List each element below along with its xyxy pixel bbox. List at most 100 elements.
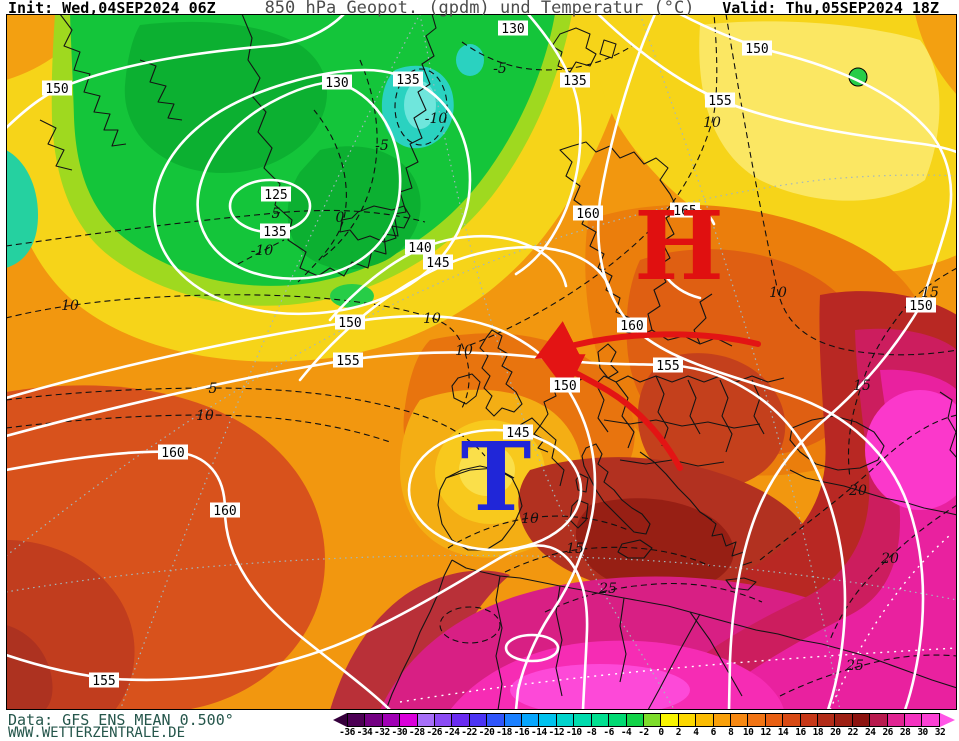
colorbar-tick-label: -6: [603, 727, 614, 738]
colorbar-segment: [922, 713, 939, 726]
colorbar-tick-labels: -36 -34 -32 -30 -28 -26 -24 -22 -20 -18 -16 -14 -12-…: [339, 727, 946, 738]
colorbar-tick-label: -36: [339, 727, 355, 738]
colorbar-tick-label: -8: [585, 727, 597, 738]
colorbar-segment: [887, 713, 905, 726]
temperature-contour-label: 15: [566, 541, 584, 557]
colorbar-segment: [765, 713, 784, 726]
colorbar-segment: [591, 713, 610, 726]
colorbar-segment: [539, 713, 557, 726]
low-pressure-symbol: T: [461, 422, 532, 533]
colorbar-tick-label: 8: [728, 727, 734, 738]
colorbar-tick-label: 12: [760, 727, 771, 738]
colorbar-tick-label: -32: [374, 727, 390, 738]
temperature-contour-label: 10: [423, 311, 441, 327]
colorbar-segment: [556, 713, 575, 726]
temperature-contours: [6, 14, 957, 697]
geopotential-contour-label: 160: [210, 502, 240, 519]
colorbar-segment: [417, 713, 436, 726]
colorbar-tick-label: 0: [658, 727, 664, 738]
colorbar-tick-label: -2: [638, 727, 649, 738]
temperature-contour-label: 25: [845, 658, 864, 674]
svg-text:150: 150: [338, 316, 361, 331]
svg-text:140: 140: [408, 241, 431, 256]
website-label: WWW.WETTERZENTRALE.DE: [8, 725, 186, 741]
temperature-contour-label: 10: [521, 511, 539, 527]
colorbar-segment: [504, 713, 523, 726]
geopotential-contour-label: 135: [560, 72, 590, 89]
colorbar-segment: [783, 713, 801, 726]
svg-text:155: 155: [92, 674, 115, 689]
geopotential-contour-label: 155: [653, 357, 683, 374]
colorbar-segment: [852, 713, 871, 726]
colorbar-segment: [469, 713, 488, 726]
colorbar-row: [333, 712, 955, 727]
svg-text:145: 145: [426, 256, 449, 271]
temperature-contour-label: 10: [196, 408, 214, 424]
svg-text:155: 155: [656, 359, 679, 374]
geopotential-contour-label: 140: [405, 239, 435, 256]
colorbar-segment: [905, 713, 923, 726]
temperature-contour-label: 25: [598, 581, 617, 597]
svg-text:155: 155: [336, 354, 359, 369]
geopotential-contour-label: 150: [906, 297, 936, 314]
temperature-contour-label: 10: [769, 285, 787, 301]
geopotential-contour-label: 155: [333, 352, 363, 369]
temperature-contour-label: 5: [272, 206, 281, 222]
colorbar-segment: [713, 713, 731, 726]
colorbar-segment: [382, 713, 401, 726]
colorbar-segment: [748, 713, 766, 726]
temperature-contour-label: -10: [425, 111, 448, 127]
svg-text:160: 160: [576, 207, 599, 222]
colorbar-tick-label: -4: [620, 727, 632, 738]
geopotential-contour-label: 130: [498, 20, 528, 37]
colorbar-tick-label: -26: [426, 727, 443, 738]
colorbar-tick-label: 24: [865, 727, 876, 738]
colorbar-segment: [452, 713, 470, 726]
svg-text:135: 135: [263, 225, 286, 240]
header-bar: Init: Wed,04SEP2024 06Z 850 hPa Geopot. …: [0, 0, 959, 18]
geopotential-contour-label: 150: [550, 377, 580, 394]
advection-arrow: [538, 354, 683, 471]
colorbar-tick-label: 28: [899, 727, 911, 738]
svg-text:150: 150: [909, 299, 932, 314]
graticule-grid-south: [399, 534, 957, 710]
colorbar-segment: [609, 713, 627, 726]
temperature-contour-labels: -5 -10 -5 0 5 -10 10 10 10 10 5 10 10 15 15 20 20 10 15 25 2…: [61, 61, 939, 674]
init-time-label: Init: Wed,04SEP2024 06Z: [8, 0, 216, 17]
temperature-contour-label: -10: [251, 243, 274, 259]
colorbar-tick-label: -34: [356, 727, 373, 738]
map-border: [6, 14, 957, 710]
colorbar-tick-label: -10: [565, 727, 582, 738]
colorbar-segment: [400, 713, 418, 726]
svg-text:160: 160: [213, 504, 236, 519]
svg-text:165: 165: [673, 204, 696, 219]
colorbar-tick-label: -18: [496, 727, 512, 738]
colorbar-tick-label: 2: [675, 727, 682, 738]
colorbar-segment: [365, 713, 383, 726]
colorbar-tick-label: 10: [742, 727, 754, 738]
colorbar-right-arrow: [940, 712, 955, 727]
svg-text:145: 145: [506, 426, 529, 441]
geopotential-contour-label: 150: [742, 40, 772, 57]
temperature-contour-label: 5: [209, 381, 218, 397]
temperature-contour-label: -5: [493, 61, 507, 77]
high-pressure-symbol: H: [634, 191, 724, 302]
colorbar-tick-label: -20: [478, 727, 495, 738]
colorbar-segment: [730, 713, 749, 726]
colorbar-tick-label: 14: [777, 727, 789, 738]
temperature-contour-label: -5: [375, 138, 389, 154]
wind-arrows: [534, 321, 761, 471]
colorbar-segment: [678, 713, 697, 726]
svg-text:160: 160: [161, 446, 184, 461]
svg-text:130: 130: [501, 22, 524, 37]
colorbar-segment: [348, 713, 366, 726]
geopotential-contour-label: 130: [322, 74, 352, 91]
colorbar-tick-label: 16: [795, 727, 806, 738]
colorbar-tick-label: 4: [693, 727, 699, 738]
geopotential-contour-label: 160: [158, 444, 188, 461]
svg-text:150: 150: [45, 82, 68, 97]
colorbar-segment: [835, 713, 853, 726]
temperature-shading: [6, 14, 957, 710]
svg-text:135: 135: [396, 73, 419, 88]
